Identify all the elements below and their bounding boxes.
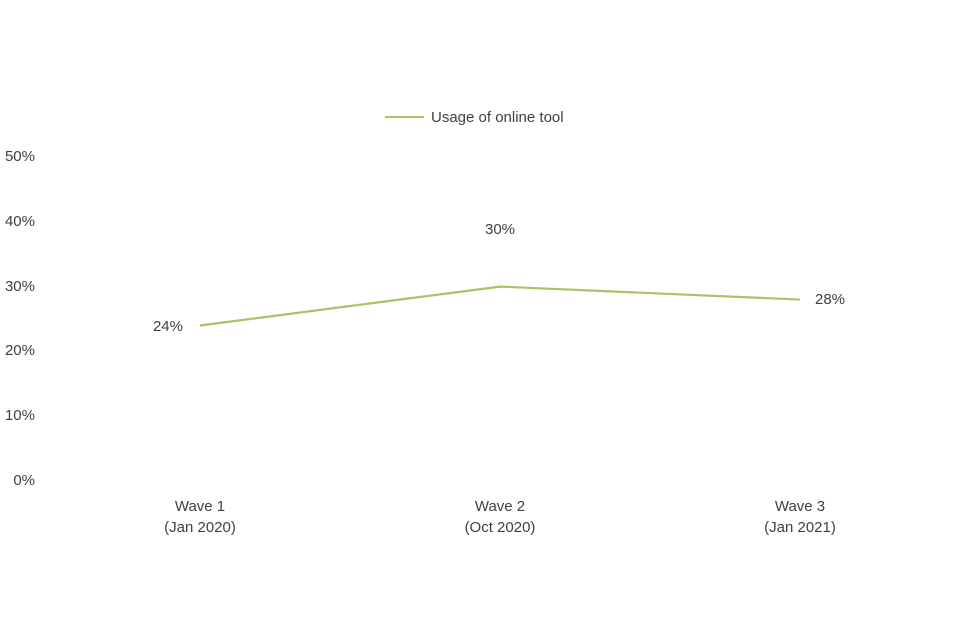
x-axis-category-line: Wave 2 [474,498,526,515]
x-axis-category-line: (Jan 2020) [164,519,236,536]
legend-line-swatch [385,116,424,118]
legend-label: Usage of online tool [431,108,564,126]
y-axis-tick-label: 30% [4,277,35,295]
y-axis-tick-label: 0% [13,472,35,489]
y-axis-tick-label: 10% [4,407,35,425]
y-axis-tick-label: 50% [4,148,35,165]
legend: Usage of online tool [385,106,564,128]
x-axis-category-label: Wave 2 (Oct 2020) [465,496,536,538]
x-axis-category-line: (Jan 2021) [764,519,836,536]
x-axis-category-label: Wave 1 (Jan 2020) [164,496,236,538]
x-axis-category-label: Wave 3 (Jan 2021) [764,496,836,538]
x-axis-category-line: (Oct 2020) [464,519,536,536]
data-point-label: 24% [152,318,183,336]
x-axis-category-line: Wave 1 [174,498,226,515]
x-axis-category-line: Wave 3 [774,498,826,515]
data-point-label: 30% [484,220,516,238]
data-point-label: 28% [815,290,846,308]
y-axis-tick-label: 20% [4,342,35,360]
y-axis-tick-label: 40% [4,212,35,230]
series-line [199,285,801,327]
